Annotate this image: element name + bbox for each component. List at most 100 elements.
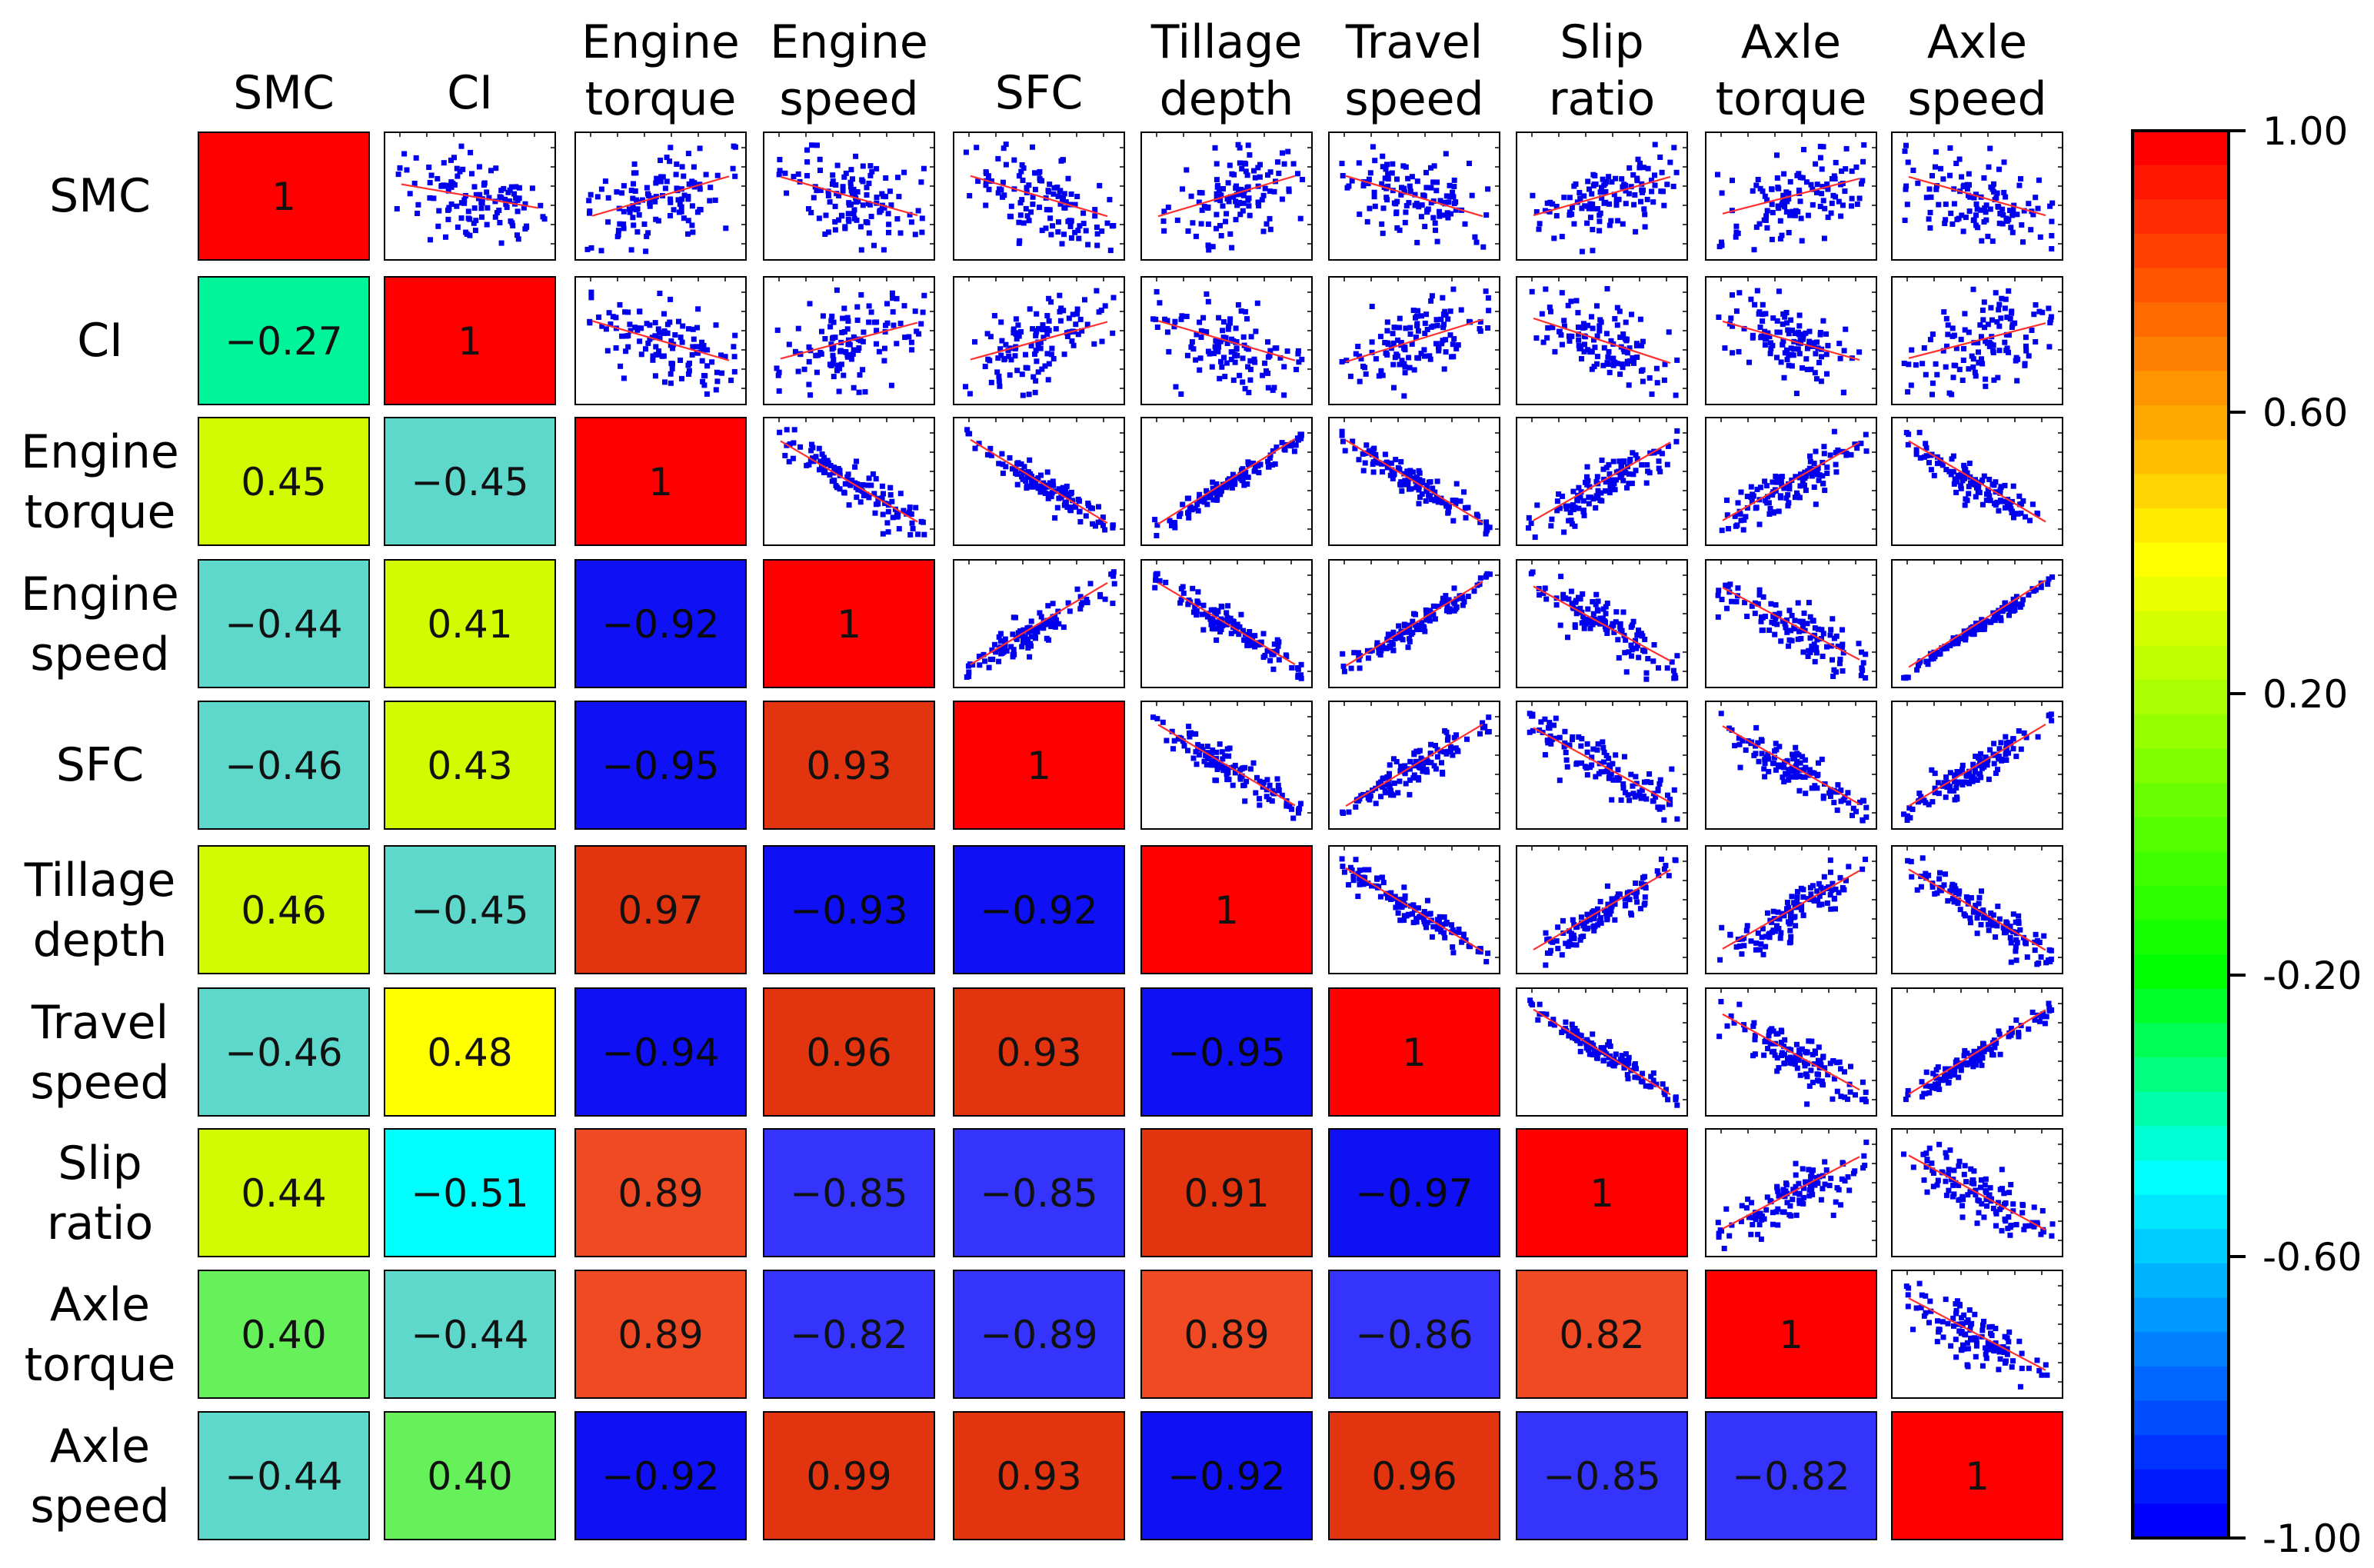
scatter-point <box>987 334 994 340</box>
scatter-point <box>1628 642 1634 648</box>
scatter-point <box>1042 363 1048 369</box>
scatter-point <box>1800 624 1806 631</box>
scatter-point <box>2014 378 2020 384</box>
scatter-point <box>1284 654 1290 660</box>
scatter-point <box>976 654 982 659</box>
scatter-point <box>2013 594 2019 600</box>
scatter-point <box>1048 231 1054 238</box>
scatter-point <box>1927 337 1933 343</box>
scatter-point <box>1768 601 1774 607</box>
scatter-point <box>709 359 715 365</box>
scatter-point <box>1934 183 1939 188</box>
scatter-point <box>1210 747 1216 753</box>
scatter-point <box>2012 607 2018 613</box>
scatter-point <box>1821 451 1827 457</box>
scatter-point <box>840 188 846 194</box>
scatter-point <box>1817 144 1823 149</box>
scatter-point <box>859 177 865 183</box>
scatter-point <box>1233 325 1239 331</box>
scatter-point <box>833 182 839 188</box>
scatter-point <box>428 172 435 178</box>
scatter-point <box>1341 869 1347 875</box>
scatter-point <box>1981 473 1987 479</box>
scatter-point <box>881 247 887 253</box>
scatter-point <box>1423 311 1430 318</box>
scatter-point <box>1736 290 1743 296</box>
scatter-point <box>840 184 846 190</box>
scatter-point <box>484 221 490 228</box>
scatter-point <box>1411 751 1417 757</box>
scatter-point <box>1940 348 1946 354</box>
scatter-point <box>1959 174 1965 180</box>
scatter-point <box>1608 218 1614 224</box>
scatter-point <box>1953 772 1959 778</box>
scatter-point <box>879 483 885 489</box>
scatter-point <box>1767 351 1773 357</box>
scatter-point <box>854 317 861 323</box>
scatter-point <box>1401 361 1407 367</box>
scatter-point <box>884 320 891 326</box>
scatter-point <box>1807 453 1813 459</box>
scatter-point <box>997 383 1003 389</box>
scatter-point <box>1234 191 1240 198</box>
scatter-point <box>2010 596 2016 602</box>
correlation-label: −0.44 <box>225 602 342 647</box>
scatter-point <box>605 219 611 225</box>
scatter-point <box>1063 199 1069 205</box>
scatter-point <box>1098 518 1104 524</box>
scatter-point <box>1814 181 1820 188</box>
correlation-label: −0.92 <box>601 602 719 647</box>
scatter-point <box>701 373 707 378</box>
scatter-point <box>1193 357 1199 363</box>
scatter-point <box>1830 657 1835 663</box>
scatter-point <box>678 358 684 363</box>
scatter-point <box>698 344 704 350</box>
scatter-point <box>814 188 820 194</box>
scatter-point <box>1024 365 1031 371</box>
scatter-point <box>1573 611 1580 617</box>
scatter-point <box>1780 341 1786 348</box>
scatter-point <box>1766 628 1773 633</box>
scatter-point <box>1547 720 1553 726</box>
scatter-point <box>1603 464 1610 471</box>
scatter-point <box>1164 329 1170 335</box>
scatter-point <box>413 155 419 161</box>
scatter-point <box>1060 624 1067 631</box>
scatter-point <box>1049 617 1055 623</box>
scatter-point <box>1806 767 1813 773</box>
scatter-point <box>1810 201 1816 208</box>
scatter-point <box>775 372 781 378</box>
scatter-point <box>1365 881 1371 887</box>
scatter-point <box>1600 466 1607 472</box>
scatter-point <box>1929 173 1935 178</box>
scatter-point <box>1790 352 1796 358</box>
scatter-point <box>1788 628 1794 634</box>
scatter-point <box>1440 325 1447 331</box>
scatter-point <box>1617 624 1623 630</box>
scatter-point <box>1267 455 1273 461</box>
scatter-point <box>691 164 697 170</box>
scatter-point <box>1943 315 1949 321</box>
scatter-point <box>1362 460 1368 466</box>
scatter-cell <box>1140 417 1313 546</box>
scatter-point <box>784 427 790 433</box>
scatter-point <box>854 189 861 195</box>
scatter-point <box>1417 765 1423 771</box>
scatter-point <box>1543 286 1549 292</box>
correlation-label: −0.93 <box>790 888 907 933</box>
scatter-point <box>1661 202 1667 208</box>
scatter-point <box>895 175 901 181</box>
scatter-point <box>857 337 863 343</box>
scatter-point <box>869 168 875 175</box>
scatter-point <box>1716 588 1722 594</box>
scatter-point <box>1400 637 1406 643</box>
scatter-point <box>819 328 824 335</box>
scatter-point <box>1450 944 1456 950</box>
scatter-point <box>1450 518 1457 524</box>
scatter-point <box>986 186 992 192</box>
scatter-point <box>1027 654 1033 660</box>
scatter-point <box>1228 356 1234 362</box>
scatter-point <box>652 333 658 339</box>
scatter-point <box>1854 445 1860 451</box>
scatter-point <box>1624 484 1630 491</box>
